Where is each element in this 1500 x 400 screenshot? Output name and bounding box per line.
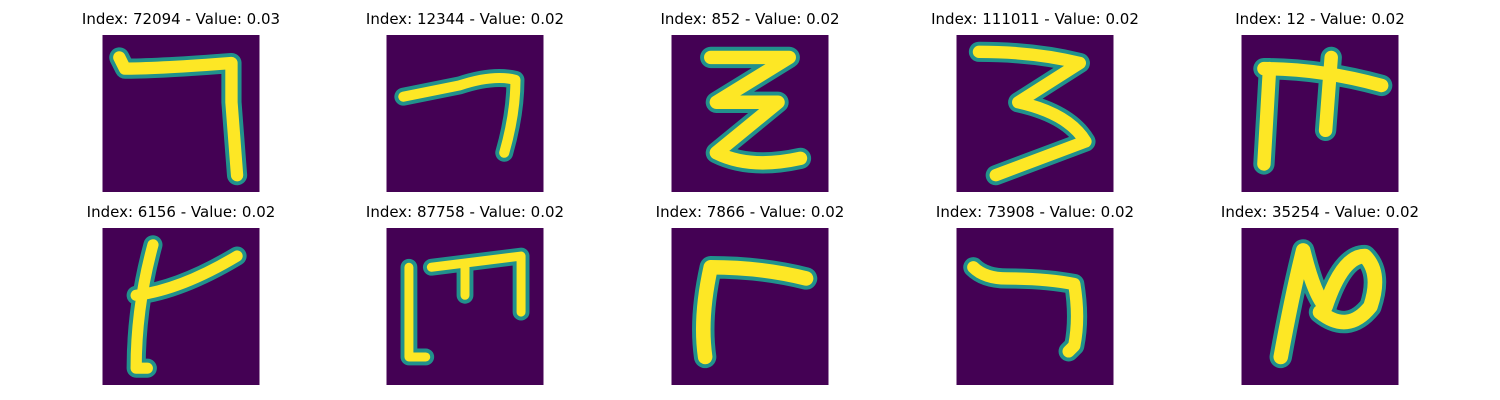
panel-title: Index: 73908 - Value: 0.02 (935, 203, 1135, 221)
grid-panel: Index: 7866 - Value: 0.02 (635, 203, 865, 385)
loop-icon (1241, 228, 1399, 385)
panel-title: Index: 6156 - Value: 0.02 (86, 203, 276, 221)
grid-panel: Index: 87758 - Value: 0.02 (350, 203, 580, 385)
seven-hook-icon (102, 35, 260, 192)
grid-panel: Index: 35254 - Value: 0.02 (1205, 203, 1435, 385)
grid-panel: Index: 73908 - Value: 0.02 (920, 203, 1150, 385)
grid-panel: Index: 72094 - Value: 0.03 (66, 10, 296, 192)
panel-title: Index: 7866 - Value: 0.02 (655, 203, 845, 221)
panel-title: Index: 12344 - Value: 0.02 (365, 10, 565, 28)
seven-narrow-icon (956, 228, 1114, 385)
grid-panel: Index: 852 - Value: 0.02 (635, 10, 865, 192)
grid-panel: Index: 6156 - Value: 0.02 (66, 203, 296, 385)
grid-panel: Index: 12344 - Value: 0.02 (350, 10, 580, 192)
gamma-icon (671, 228, 829, 385)
panel-title: Index: 72094 - Value: 0.03 (81, 10, 281, 28)
grid-panel: Index: 111011 - Value: 0.02 (920, 10, 1150, 192)
panel-title: Index: 12 - Value: 0.02 (1235, 10, 1405, 28)
panel-title: Index: 111011 - Value: 0.02 (931, 10, 1139, 28)
panel-title: Index: 852 - Value: 0.02 (660, 10, 840, 28)
panel-title: Index: 87758 - Value: 0.02 (365, 203, 565, 221)
three-icon (956, 35, 1114, 192)
zigzag-icon (671, 35, 829, 192)
seven-curve-icon (386, 35, 544, 192)
panel-title: Index: 35254 - Value: 0.02 (1220, 203, 1420, 221)
grid-panel: Index: 12 - Value: 0.02 (1205, 10, 1435, 192)
comb-icon (386, 228, 544, 385)
fork-icon (1241, 35, 1399, 192)
slanted-cross-icon (102, 228, 260, 385)
